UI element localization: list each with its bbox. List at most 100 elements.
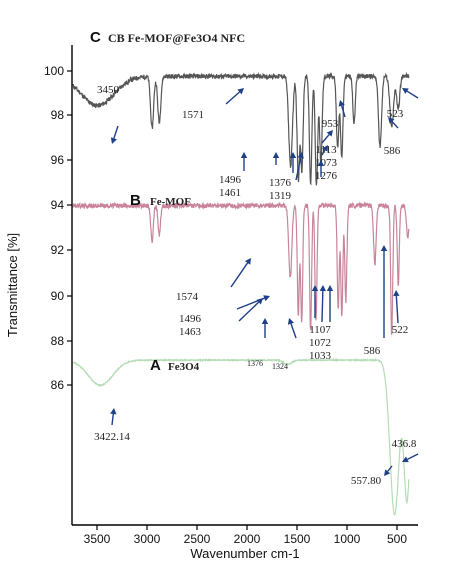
x-tick-label: 2000	[234, 532, 261, 546]
peak-annotation-b-522: 522	[392, 290, 408, 336]
peak-label-a-557.80: 557.80	[351, 475, 382, 487]
peak-annotation-c-1276: 1276	[315, 160, 338, 182]
peak-label-c-1319: 1319	[269, 190, 292, 202]
y-tick-label: 90	[51, 289, 65, 303]
y-tick-label: 98	[51, 108, 65, 122]
peak-arrow-head	[240, 152, 248, 158]
peak-arrow-shaft	[321, 290, 324, 323]
series-name-b: Fe-MOF	[150, 196, 191, 208]
y-tick-label: 100	[44, 64, 64, 78]
y-tick-label: 96	[51, 153, 65, 167]
peak-annotation-c-1113: 1113	[315, 130, 337, 156]
peak-annotation-c-586: 586	[384, 117, 401, 157]
peak-label-b-1496: 1496	[179, 313, 202, 325]
peak-arrow-head	[311, 285, 319, 291]
peak-annotation-b-586: 586	[364, 245, 388, 357]
y-tick-label: 88	[51, 334, 65, 348]
peak-arrow-head	[326, 285, 334, 291]
spectrum-line-b	[72, 201, 410, 335]
peak-arrow-shaft	[230, 262, 249, 288]
peak-arrow-shaft	[387, 465, 393, 472]
peak-label-c-953: 953	[322, 118, 339, 130]
series-title-a: A Fe3O4	[150, 357, 200, 374]
series-name-c: CB Fe-MOF@Fe3O4 NFC	[108, 31, 245, 45]
peak-annotation-a-436.8: 436.8	[392, 438, 419, 463]
peak-label-c-1073: 1073	[315, 157, 338, 169]
peak-annotation-b-1324: 1324	[272, 318, 297, 371]
peak-arrow-head	[261, 318, 269, 324]
peak-label-b-1574: 1574	[176, 291, 199, 303]
series-layer	[72, 71, 410, 516]
peak-annotation-b-1072: 1072	[309, 285, 331, 349]
peak-label-c-1276: 1276	[315, 170, 338, 182]
peak-annotation-c-1571: 1571	[182, 88, 244, 121]
series-letter-c: C	[90, 29, 101, 46]
y-tick-label: 92	[51, 243, 65, 257]
peak-arrow-head	[384, 469, 391, 476]
peak-arrow-head	[317, 160, 325, 166]
peak-arrow-head	[110, 408, 117, 415]
peak-label-c-1461: 1461	[219, 187, 241, 199]
peak-arrow-head	[237, 88, 244, 95]
peak-arrow-shaft	[406, 90, 419, 99]
peak-annotation-b-1376: 1376	[247, 318, 269, 368]
spectrum-line-c	[72, 71, 410, 186]
peak-annotation-a-3422.14: 3422.14	[94, 408, 130, 443]
peak-arrow-head	[110, 137, 117, 144]
peak-arrow-head	[393, 290, 400, 297]
peak-annotation-c-953: 953	[322, 100, 346, 130]
series-name-a: Fe3O4	[168, 361, 200, 373]
x-axis-label: Wavenumber cm-1	[190, 546, 299, 561]
peak-annotation-c-1376: 1376	[269, 152, 297, 189]
peak-arrow-shaft	[391, 120, 399, 129]
peak-annotation-c-523: 523	[387, 88, 419, 120]
peak-arrow-head	[388, 117, 395, 124]
peak-arrow-head	[297, 152, 304, 159]
peak-annotation-c-1319: 1319	[269, 152, 304, 202]
peak-label-b-1376: 1376	[247, 359, 263, 368]
peak-arrow-shaft	[321, 149, 326, 156]
spectrum-line-a	[72, 357, 410, 516]
peak-arrow-head	[319, 285, 327, 292]
peak-arrow-head	[326, 130, 333, 137]
series-letter-b: B	[130, 192, 141, 209]
series-title-c: C CB Fe-MOF@Fe3O4 NFC	[90, 29, 245, 46]
peak-arrow-head	[272, 152, 280, 158]
peak-annotation-c-1496: 1496	[219, 152, 248, 186]
x-tick-label: 3500	[84, 532, 111, 546]
peak-label-b-586: 586	[364, 345, 381, 357]
peak-label-b-1107: 1107	[309, 324, 331, 336]
series-letter-a: A	[150, 357, 161, 374]
peak-arrow-shaft	[111, 413, 114, 426]
x-tick-label: 500	[387, 532, 407, 546]
peak-annotation-b-1033: 1033	[309, 285, 334, 362]
peak-arrow-shaft	[238, 301, 260, 322]
peak-arrow-shaft	[321, 134, 330, 144]
peak-arrow-shaft	[290, 323, 297, 339]
x-tick-label: 1500	[284, 532, 311, 546]
peak-label-b-1324: 1324	[272, 362, 288, 371]
peak-arrow-head	[244, 258, 251, 265]
peak-label-a-3422.14: 3422.14	[94, 431, 130, 443]
peak-label-c-1496: 1496	[219, 174, 242, 186]
peak-label-a-436.8: 436.8	[392, 438, 417, 450]
peak-arrow-head	[287, 318, 295, 325]
x-tick-label: 1000	[334, 532, 361, 546]
peak-arrow-shaft	[295, 157, 302, 181]
peak-arrow-shaft	[113, 125, 119, 139]
peak-label-c-586: 586	[384, 145, 401, 157]
peak-label-c-1571: 1571	[182, 109, 204, 121]
peak-annotation-a-557.80: 557.80	[351, 465, 393, 487]
annotation-layer: 3450157114961461137613191113107312769535…	[94, 84, 419, 487]
x-tick-label: 2500	[184, 532, 211, 546]
peak-arrow-head	[402, 88, 409, 94]
peak-arrow-shaft	[225, 91, 240, 105]
peak-label-c-3450: 3450	[97, 84, 120, 96]
y-tick-layer: 100 98 96 94 92 90 88 86	[44, 64, 72, 392]
peak-annotation-c-3450: 3450	[97, 84, 120, 144]
peak-arrow-shaft	[341, 105, 346, 118]
y-tick-label: 86	[51, 378, 65, 392]
x-tick-label: 3000	[134, 532, 161, 546]
peak-label-b-1072: 1072	[309, 337, 331, 349]
